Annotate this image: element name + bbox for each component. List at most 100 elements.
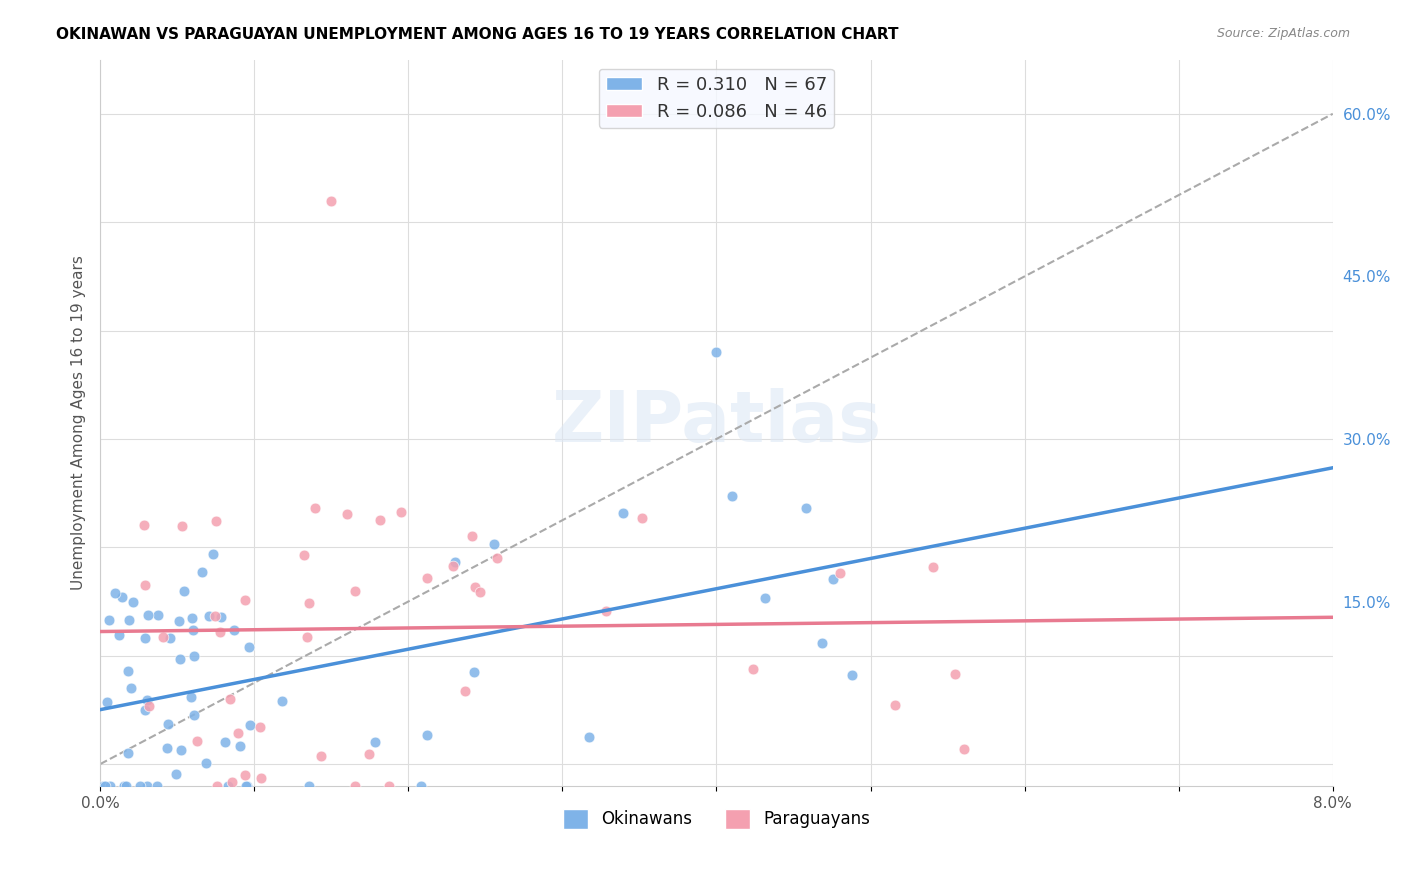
Point <box>217 779 239 793</box>
Text: Source: ZipAtlas.com: Source: ZipAtlas.com <box>1216 27 1350 40</box>
Point <box>204 608 226 623</box>
Point <box>152 630 174 644</box>
Point <box>132 517 155 532</box>
Legend: Okinawans, Paraguayans: Okinawans, Paraguayans <box>555 802 877 836</box>
Point <box>134 703 156 717</box>
Point <box>169 614 191 628</box>
Point <box>742 662 765 676</box>
Point <box>108 628 131 642</box>
Point <box>138 698 160 713</box>
Point <box>416 728 439 742</box>
Point <box>612 506 634 520</box>
Point <box>298 779 321 793</box>
Point <box>181 611 204 625</box>
Point <box>111 591 134 605</box>
Point <box>170 743 193 757</box>
Point <box>98 779 121 793</box>
Point <box>136 693 159 707</box>
Point <box>235 779 257 793</box>
Point <box>205 779 228 793</box>
Point <box>238 640 260 654</box>
Point <box>706 345 728 359</box>
Point <box>104 585 127 599</box>
Point <box>96 695 118 709</box>
Point <box>411 779 433 793</box>
Point <box>218 691 240 706</box>
Point <box>359 747 381 761</box>
Point <box>180 690 202 704</box>
Point <box>344 779 367 793</box>
Point <box>136 608 159 623</box>
Point <box>169 652 191 666</box>
Point <box>117 613 139 627</box>
Point <box>464 580 486 594</box>
Point <box>129 779 152 793</box>
Point <box>181 624 204 638</box>
Point <box>117 746 139 760</box>
Point <box>222 623 245 637</box>
Point <box>921 559 943 574</box>
Point <box>721 489 744 503</box>
Point <box>145 779 167 793</box>
Point <box>441 559 464 574</box>
Point <box>344 584 367 599</box>
Point <box>482 537 505 551</box>
Text: OKINAWAN VS PARAGUAYAN UNEMPLOYMENT AMONG AGES 16 TO 19 YEARS CORRELATION CHART: OKINAWAN VS PARAGUAYAN UNEMPLOYMENT AMON… <box>56 27 898 42</box>
Point <box>120 681 142 695</box>
Point <box>595 603 617 617</box>
Point <box>115 779 138 793</box>
Point <box>226 726 249 740</box>
Point <box>943 666 966 681</box>
Point <box>953 741 976 756</box>
Point <box>485 550 508 565</box>
Point <box>233 592 256 607</box>
Point <box>631 510 654 524</box>
Point <box>304 500 326 515</box>
Point <box>172 519 194 533</box>
Point <box>121 595 143 609</box>
Point <box>463 665 485 679</box>
Point <box>389 506 412 520</box>
Point <box>136 779 159 793</box>
Point <box>165 767 187 781</box>
Point <box>830 566 852 581</box>
Point <box>884 698 907 712</box>
Point <box>461 529 484 543</box>
Point <box>156 741 179 756</box>
Point <box>221 775 243 789</box>
Point <box>368 513 391 527</box>
Point <box>194 756 217 771</box>
Point <box>186 734 208 748</box>
Point <box>98 613 121 627</box>
Point <box>198 608 221 623</box>
Point <box>156 717 179 731</box>
Point <box>298 596 321 610</box>
Point <box>416 572 439 586</box>
Point <box>378 779 401 793</box>
Point <box>201 547 224 561</box>
Point <box>183 648 205 663</box>
Point <box>294 549 316 563</box>
Point <box>209 625 232 640</box>
Point <box>295 630 318 644</box>
Point <box>91 779 114 793</box>
Point <box>235 779 257 793</box>
Point <box>841 668 863 682</box>
Point <box>112 779 135 793</box>
Point <box>134 577 156 591</box>
Point <box>823 572 845 586</box>
Y-axis label: Unemployment Among Ages 16 to 19 years: Unemployment Among Ages 16 to 19 years <box>72 255 86 591</box>
Point <box>117 664 139 678</box>
Point <box>146 608 169 623</box>
Point <box>321 194 343 208</box>
Point <box>754 591 776 606</box>
Point <box>94 779 117 793</box>
Point <box>214 735 236 749</box>
Point <box>191 565 214 579</box>
Point <box>205 514 228 528</box>
Point <box>794 500 817 515</box>
Point <box>578 730 600 744</box>
Point <box>336 508 359 522</box>
Point <box>183 708 205 723</box>
Point <box>239 718 262 732</box>
